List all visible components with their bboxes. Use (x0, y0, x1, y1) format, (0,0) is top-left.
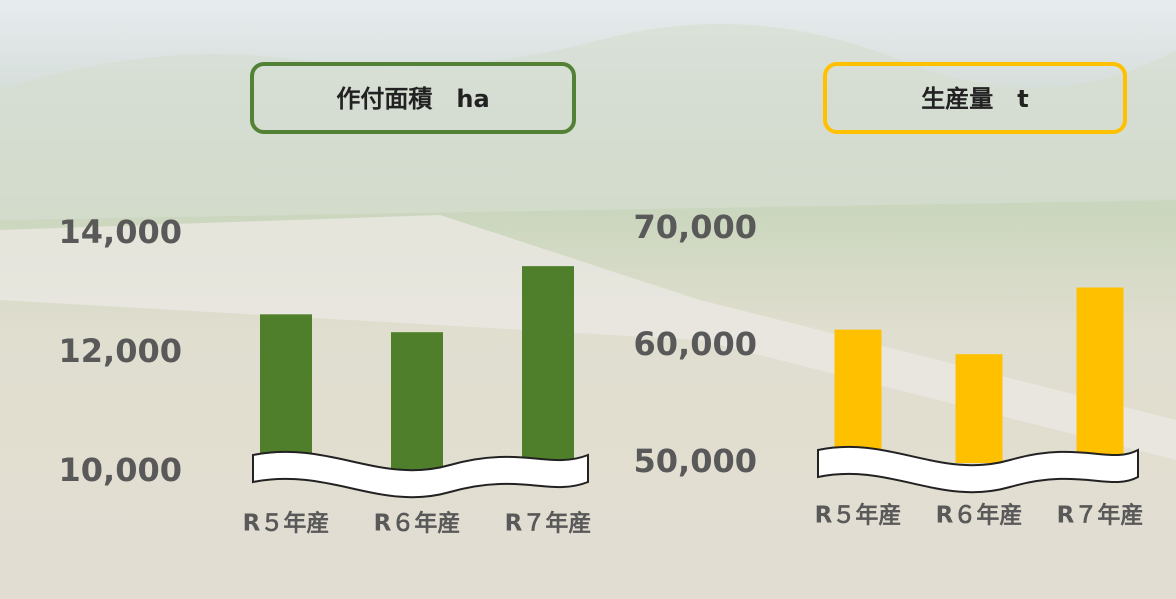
y-tick-label: 14,000 (59, 213, 182, 251)
x-tick-label: R５年産 (815, 502, 902, 529)
x-tick-label: R５年産 (243, 510, 330, 537)
x-tick-label: R６年産 (374, 510, 461, 537)
bar (956, 354, 1003, 463)
chart-title: 生産量 t (921, 85, 1028, 113)
y-tick-label: 12,000 (59, 332, 182, 370)
bar (1077, 288, 1124, 464)
bar (260, 314, 312, 472)
chart-title: 作付面積 ha (336, 85, 489, 113)
bar (835, 330, 882, 463)
x-tick-label: R７年産 (1057, 502, 1144, 529)
x-tick-label: R６年産 (936, 502, 1023, 529)
y-tick-label: 60,000 (634, 325, 757, 363)
bar (391, 332, 443, 472)
y-tick-label: 70,000 (634, 208, 757, 246)
chart: 作付面積 ha 生産量 t 10,000 12,000 14,000 R５年産 R６年産… (0, 0, 1176, 599)
y-tick-label: 10,000 (59, 451, 182, 489)
bar (522, 266, 574, 472)
y-tick-label: 50,000 (634, 442, 757, 480)
x-tick-label: R７年産 (505, 510, 592, 537)
